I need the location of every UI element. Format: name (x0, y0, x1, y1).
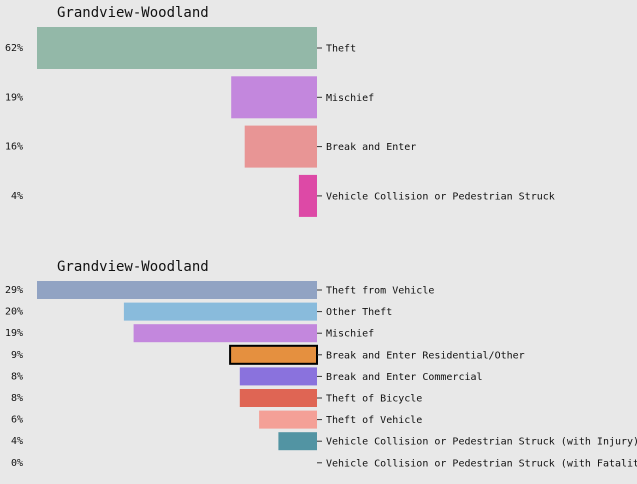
top-category-label-2: Break and Enter (326, 142, 416, 153)
bottom-value-label-6: 6% (11, 415, 23, 426)
bottom-value-label-5: 8% (11, 393, 23, 404)
top-bar-1[interactable] (231, 76, 317, 119)
top-value-label-3: 4% (11, 191, 23, 202)
top-value-label-2: 16% (5, 142, 23, 153)
bottom-category-label-5: Theft of Bicycle (326, 394, 422, 405)
chart-bottom-title: Grandview-Woodland (57, 259, 209, 275)
top-category-label-1: Mischief (326, 93, 374, 104)
top-value-label-1: 19% (5, 92, 23, 103)
bottom-value-label-7: 4% (11, 436, 23, 447)
bottom-bar-6[interactable] (259, 410, 317, 429)
chart-top-title: Grandview-Woodland (57, 5, 209, 21)
bottom-category-label-8: Vehicle Collision or Pedestrian Struck (… (326, 458, 637, 469)
bottom-bar-2[interactable] (133, 324, 317, 343)
bottom-category-label-3: Break and Enter Residential/Other (326, 350, 525, 361)
bottom-value-label-1: 20% (5, 307, 23, 318)
chart-bottom: Grandview-Woodland Theft from Vehicle 29%… (5, 259, 637, 469)
top-category-label-3: Vehicle Collision or Pedestrian Struck (326, 191, 555, 202)
top-bar-2[interactable] (244, 125, 317, 168)
bottom-bar-3[interactable] (229, 344, 319, 365)
chart-top: Grandview-Woodland Theft 62% Mischief 19% Br… (5, 5, 555, 217)
bottom-bar-5[interactable] (239, 389, 317, 407)
top-value-label-0: 62% (5, 43, 23, 54)
bottom-category-label-7: Vehicle Collision or Pedestrian Struck (… (326, 437, 637, 448)
bottom-category-label-0: Theft from Vehicle (326, 286, 434, 297)
top-bar-3[interactable] (298, 174, 317, 217)
bottom-value-label-4: 8% (11, 371, 23, 382)
bottom-bar-0[interactable] (37, 281, 317, 299)
bottom-category-label-1: Other Theft (326, 307, 392, 318)
bottom-value-label-3: 9% (11, 350, 23, 361)
bottom-bar-7[interactable] (278, 432, 317, 451)
bottom-category-label-4: Break and Enter Commercial (326, 372, 483, 383)
bottom-bar-4[interactable] (239, 367, 317, 386)
bottom-value-label-0: 29% (5, 285, 23, 296)
bottom-category-label-2: Mischief (326, 329, 374, 340)
top-category-label-0: Theft (326, 44, 356, 55)
bottom-bar-1[interactable] (123, 302, 318, 321)
bottom-value-label-8: 0% (11, 458, 23, 469)
bottom-category-label-6: Theft of Vehicle (326, 415, 422, 426)
bottom-value-label-2: 19% (5, 328, 23, 339)
top-bar-0[interactable] (37, 27, 317, 69)
